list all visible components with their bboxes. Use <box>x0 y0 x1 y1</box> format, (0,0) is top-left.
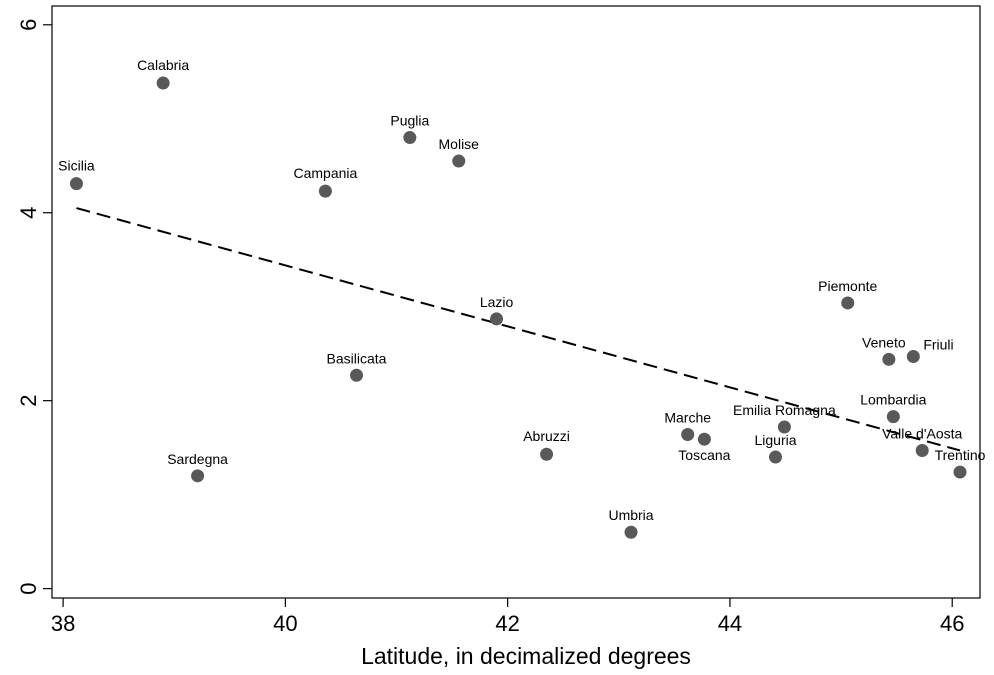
data-point <box>953 465 967 479</box>
point-label: Toscana <box>678 447 730 463</box>
data-point <box>624 525 638 539</box>
point-label: Campania <box>293 165 357 181</box>
y-tick-label: 2 <box>16 395 41 407</box>
trend-line <box>76 207 961 452</box>
x-axis: 38 40 42 44 46 <box>51 598 964 636</box>
x-tick-label: 38 <box>51 611 75 636</box>
data-point <box>156 76 170 90</box>
point-label: Piemonte <box>818 278 877 294</box>
data-point <box>403 131 417 145</box>
plot-area <box>51 5 981 599</box>
data-point <box>540 447 554 461</box>
x-axis-title: Latitude, in decimalized degrees <box>361 643 691 669</box>
data-point <box>490 312 504 326</box>
data-point <box>191 469 205 483</box>
y-tick-label: 0 <box>16 582 41 594</box>
point-label: Liguria <box>754 432 796 448</box>
point-label: Basilicata <box>327 350 387 366</box>
point-label: Puglia <box>390 113 429 129</box>
point-label: Marche <box>664 409 711 425</box>
data-point <box>882 352 896 366</box>
data-point <box>681 427 695 441</box>
trend-line-layer <box>76 207 961 452</box>
data-point <box>906 350 920 364</box>
data-point <box>69 177 83 191</box>
point-label: Friuli <box>923 337 953 353</box>
data-point <box>841 296 855 310</box>
point-label: Lazio <box>480 294 514 310</box>
point-label: Emilia Romagna <box>733 402 836 418</box>
plot-frame <box>51 5 981 599</box>
point-label: Abruzzi <box>523 428 570 444</box>
point-labels-layer: Sicilia Calabria Sardegna Campania Basilicat… <box>58 57 985 523</box>
data-point <box>915 443 929 457</box>
y-tick-label: 6 <box>16 19 41 31</box>
x-tick-label: 42 <box>495 611 519 636</box>
point-label: Veneto <box>862 334 906 350</box>
point-label: Molise <box>439 136 480 152</box>
x-tick-label: 44 <box>718 611 742 636</box>
y-tick-label: 4 <box>16 207 41 219</box>
data-point <box>350 368 364 382</box>
x-tick-label: 40 <box>273 611 297 636</box>
point-label: Umbria <box>608 507 653 523</box>
data-point <box>697 432 711 446</box>
data-point <box>452 154 466 168</box>
x-tick-label: 46 <box>940 611 964 636</box>
point-label: Calabria <box>137 57 189 73</box>
data-point <box>886 410 900 424</box>
point-label: Valle d'Aosta <box>882 425 962 441</box>
point-label: Sicilia <box>58 158 95 174</box>
data-point <box>318 184 332 198</box>
y-axis: 0 2 4 6 <box>16 19 52 595</box>
point-label: Sardegna <box>167 451 228 467</box>
point-label: Lombardia <box>860 392 926 408</box>
points-layer <box>69 76 967 539</box>
data-point <box>777 420 791 434</box>
data-point <box>769 450 783 464</box>
point-label: Trentino <box>935 447 986 463</box>
